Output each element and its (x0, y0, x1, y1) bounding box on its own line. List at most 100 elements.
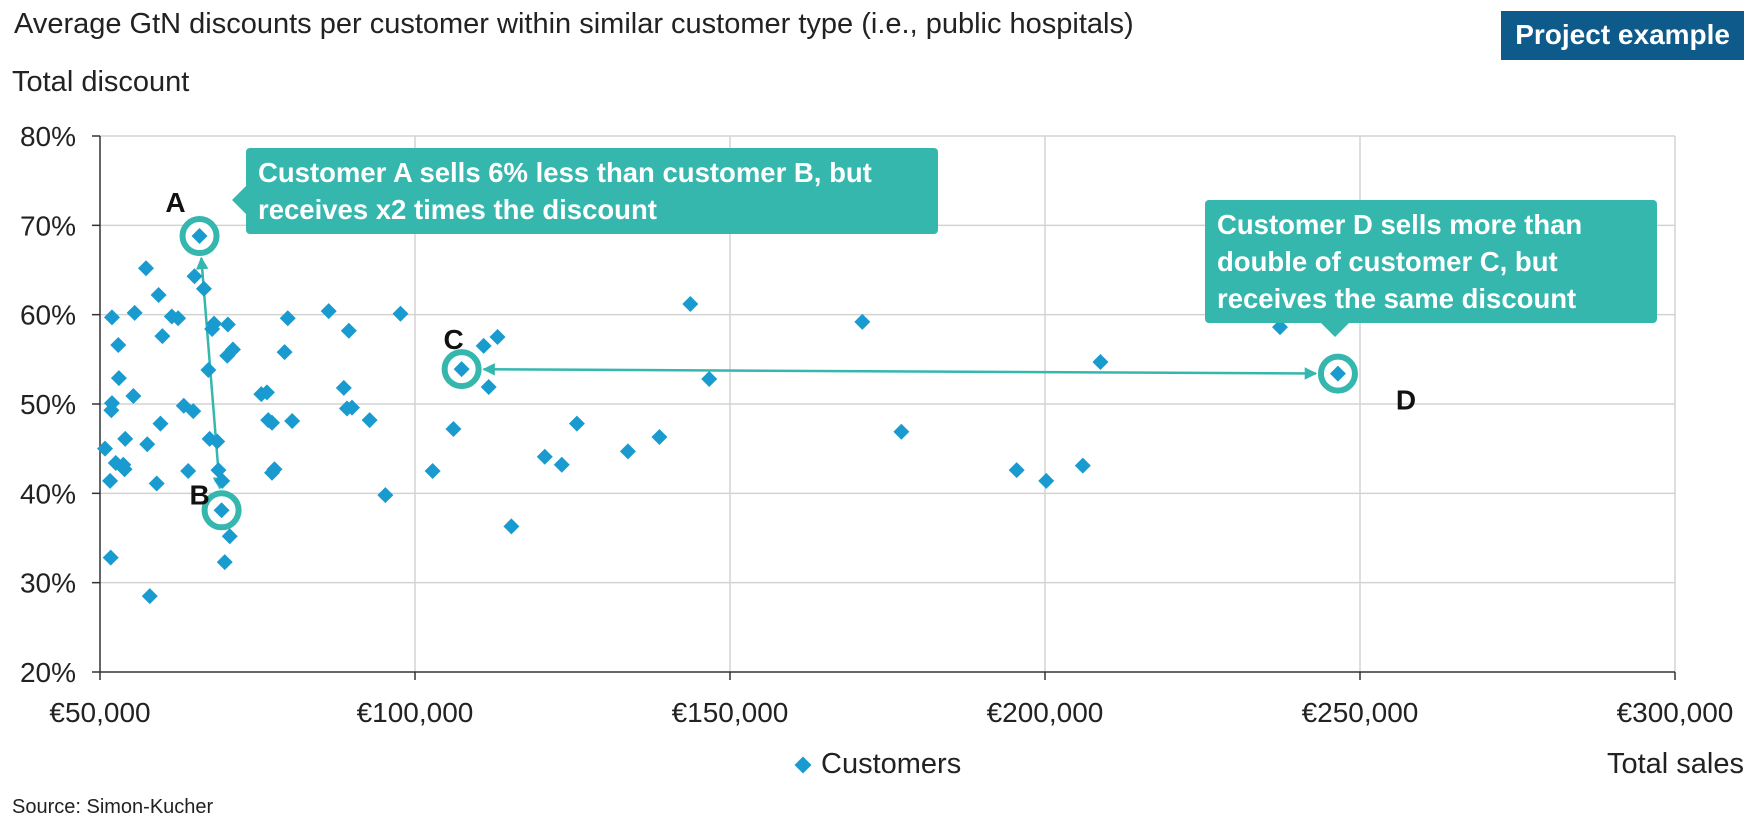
data-point (150, 287, 167, 304)
data-point (453, 361, 470, 378)
data-point (216, 554, 233, 571)
data-point (1008, 462, 1025, 479)
data-point (103, 309, 120, 326)
data-point (221, 528, 238, 545)
y-axis-label: Total discount (12, 66, 190, 98)
data-point (893, 423, 910, 440)
data-point (503, 518, 520, 535)
data-point (266, 461, 283, 478)
data-point (536, 448, 553, 465)
callout-d-text: Customer D sells more than double of cus… (1217, 209, 1583, 314)
data-point (213, 502, 230, 519)
data-point (209, 433, 226, 450)
data-point (263, 414, 280, 431)
data-point (854, 313, 871, 330)
data-point (475, 337, 492, 354)
data-point (619, 443, 636, 460)
data-point (170, 310, 187, 327)
data-point (102, 472, 119, 489)
callout-d-pointer (1321, 323, 1349, 337)
project-example-badge: Project example (1501, 11, 1744, 60)
x-tick-label: €50,000 (49, 697, 150, 728)
data-point (1092, 354, 1109, 371)
x-tick-label: €150,000 (672, 697, 789, 728)
data-point (258, 384, 275, 401)
data-point (141, 588, 158, 605)
arrow-c-to-d (482, 363, 1318, 380)
data-point (335, 379, 352, 396)
data-point (117, 430, 134, 447)
data-point (224, 341, 241, 358)
data-point (340, 322, 357, 339)
data-point (377, 487, 394, 504)
y-tick-label: 30% (20, 568, 76, 599)
data-point (279, 310, 296, 327)
callout-customer-d: Customer D sells more than double of cus… (1205, 200, 1657, 337)
data-point (102, 549, 119, 566)
data-point (1329, 365, 1346, 382)
data-point (206, 315, 223, 332)
data-point (180, 463, 197, 479)
callout-a-text: Customer A sells 6% less than customer B… (258, 157, 872, 225)
data-point (1038, 472, 1055, 489)
data-point (186, 268, 203, 285)
x-tick-label: €100,000 (357, 697, 474, 728)
data-point (125, 387, 142, 404)
data-point (568, 415, 585, 432)
data-point (154, 328, 171, 345)
data-point (445, 421, 462, 438)
data-point (344, 399, 360, 416)
data-point (489, 329, 506, 345)
y-tick-label: 40% (20, 478, 76, 509)
x-tick-label: €300,000 (1617, 697, 1734, 728)
data-point (97, 440, 114, 457)
data-point (152, 415, 169, 432)
data-point (219, 316, 236, 333)
legend-marker-icon (794, 756, 812, 773)
data-point (139, 436, 156, 453)
customer-label-c: C (444, 324, 464, 355)
data-point (553, 456, 570, 473)
y-tick-label: 50% (20, 389, 76, 420)
y-tick-label: 60% (20, 300, 76, 331)
data-point (200, 362, 217, 379)
data-point (651, 429, 668, 446)
callout-a-pointer (232, 186, 246, 214)
y-tick-label: 80% (20, 121, 76, 152)
data-point (320, 303, 337, 320)
x-tick-label: €250,000 (1302, 697, 1419, 728)
data-point (195, 280, 212, 297)
data-point (103, 395, 120, 412)
data-point (392, 305, 409, 322)
customer-label-b: B (189, 479, 209, 510)
source-note: Source: Simon-Kucher (12, 796, 214, 818)
data-point (1074, 457, 1091, 474)
data-point (424, 463, 441, 479)
data-point (191, 228, 208, 245)
data-point (126, 304, 143, 321)
customer-label-a: A (165, 187, 185, 218)
data-point (116, 461, 133, 478)
data-point (682, 295, 699, 312)
x-axis-label: Total sales (1606, 748, 1744, 780)
x-tick-label: €200,000 (987, 697, 1104, 728)
data-point (361, 412, 378, 429)
data-point (480, 379, 497, 396)
chart-title: Average GtN discounts per customer withi… (14, 8, 1134, 40)
data-point (110, 337, 127, 354)
data-point (214, 472, 231, 489)
data-point (284, 412, 301, 429)
y-tick-label: 20% (20, 657, 76, 688)
data-point (185, 403, 202, 420)
data-point (701, 370, 718, 387)
y-tick-label: 70% (20, 210, 76, 241)
legend-label: Customers (821, 748, 962, 780)
legend: Customers (794, 748, 962, 781)
customer-label-d: D (1396, 385, 1416, 416)
data-point (110, 370, 127, 387)
data-point (137, 260, 154, 277)
data-point (276, 344, 293, 361)
data-point (148, 475, 165, 492)
callout-customer-a: Customer A sells 6% less than customer B… (232, 148, 938, 234)
